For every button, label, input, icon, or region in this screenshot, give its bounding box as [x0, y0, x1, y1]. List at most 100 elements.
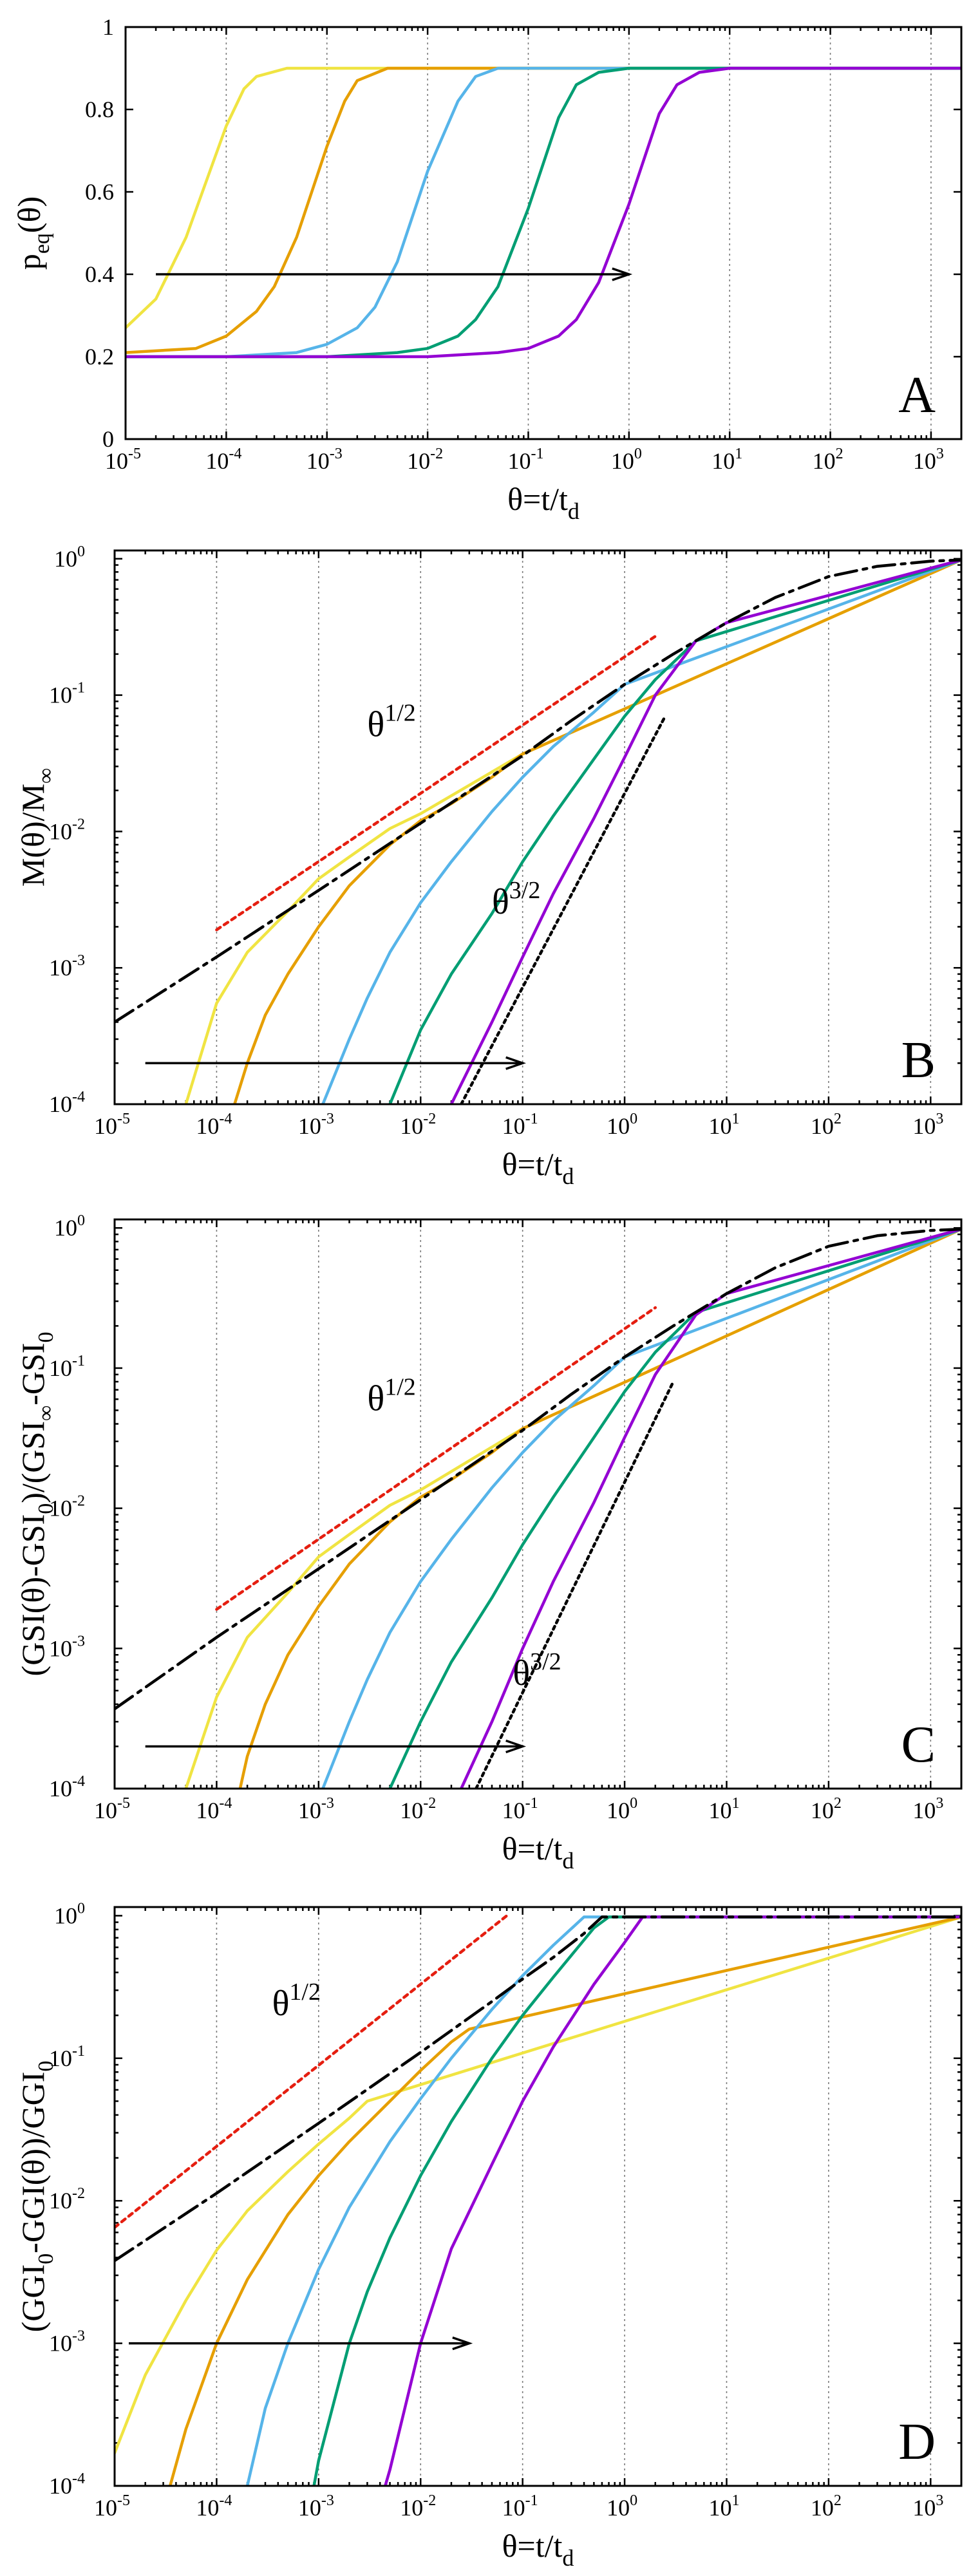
x-tick-label: 10-3	[306, 446, 343, 474]
plot-area	[115, 558, 961, 1104]
plot-frame	[113, 1906, 963, 2487]
x-tick-label: 10-3	[298, 1111, 334, 1139]
y-tick-label: 10-3	[49, 1633, 85, 1661]
power-law-label: θ3/2	[513, 1648, 561, 1693]
y-tick-label: 10-3	[49, 952, 85, 981]
x-tick-label: 100	[607, 1795, 637, 1823]
guide-power-half	[115, 1914, 509, 2229]
power-law-label: θ1/2	[367, 699, 415, 744]
power-law-label: θ1/2	[367, 1373, 415, 1418]
y-tick-label: 10-3	[49, 2328, 85, 2356]
x-tick-label: 101	[708, 1795, 739, 1823]
x-axis-label: θ=t/td	[502, 1146, 574, 1189]
x-tick-label: 10-1	[502, 1795, 538, 1823]
x-tick-label: 10-5	[94, 1111, 130, 1139]
y-tick-label: 10-4	[49, 1773, 85, 1801]
series-yellow	[126, 66, 961, 330]
x-tick-label: 101	[708, 2492, 739, 2521]
x-tick-label: 10-5	[94, 2492, 130, 2521]
y-tick-label: 100	[54, 1212, 85, 1241]
shift-arrow-head	[505, 1056, 527, 1070]
x-tick-label: 102	[811, 1111, 842, 1139]
asymptote-curve	[115, 558, 961, 1024]
series-green	[388, 558, 961, 1104]
y-axis-label: M(θ)/M∞	[15, 768, 58, 887]
y-tick-label: 0.8	[85, 97, 114, 122]
shift-arrow-head	[612, 267, 633, 281]
x-tick-label: 101	[708, 1111, 739, 1139]
series-skyblue	[126, 66, 961, 359]
series-orange	[168, 1915, 961, 2486]
panel-A: 10-5 10-4 10-3 10-2 10-1 100 101 102 103 0 0.2 0.4 0…	[11, 14, 963, 524]
y-axis-label: peq(θ)	[11, 196, 54, 270]
x-tick-label: 103	[913, 446, 944, 474]
y-tick-label: 0.2	[85, 344, 114, 370]
x-tick-label: 102	[811, 1795, 842, 1823]
x-tick-label: 10-4	[196, 2492, 232, 2521]
x-tick-label: 101	[711, 446, 742, 474]
plot-area	[115, 1227, 961, 1789]
panel-B: 10-5 10-4 10-3 10-2 10-1 100 101 102 103 10-4 10-3…	[15, 543, 963, 1189]
x-tick-label: 10-5	[94, 1795, 130, 1823]
x-tick-label: 10-1	[502, 1111, 538, 1139]
series-yellow	[184, 558, 961, 1104]
asymptote-curve	[115, 1227, 961, 1711]
power-law-label: θ1/2	[272, 1979, 321, 2024]
y-tick-label: 10-4	[49, 1089, 85, 1117]
series-green	[388, 1227, 961, 1789]
x-tick-label: 102	[813, 446, 843, 474]
panel-letter: A	[898, 367, 936, 424]
x-tick-label: 10-4	[196, 1111, 232, 1139]
power-law-label: θ3/2	[492, 877, 540, 922]
guide-power-half	[215, 635, 657, 932]
series-green	[126, 66, 961, 359]
x-tick-label: 10-2	[400, 2492, 436, 2521]
plot-frame	[113, 1218, 963, 1790]
x-tick-label: 10-1	[507, 446, 543, 474]
panel-C: 10-5 10-4 10-3 10-2 10-1 100 101 102 103 10-4 10-3…	[15, 1212, 963, 1874]
y-tick-label: 1	[102, 14, 114, 40]
panel-D: 10-5 10-4 10-3 10-2 10-1 100 101 102 103 10-4 10-3…	[15, 1900, 963, 2571]
x-tick-label: 10-3	[298, 2492, 334, 2521]
y-axis-label: (GGI0-GGI(θ))/GGI0	[15, 2061, 58, 2333]
series-purple	[126, 66, 961, 359]
x-tick-label: 100	[611, 446, 642, 474]
panel-letter: B	[901, 1032, 936, 1089]
x-tick-label: 100	[607, 2492, 637, 2521]
x-tick-label: 102	[811, 2492, 842, 2521]
series-yellow	[184, 1227, 961, 1789]
x-tick-label: 10-5	[105, 446, 141, 474]
y-tick-label: 10-4	[49, 2470, 85, 2499]
series-skyblue	[245, 1915, 961, 2486]
shift-arrow-head	[452, 2336, 473, 2351]
x-axis-label: θ=t/td	[502, 2528, 574, 2571]
series-orange	[233, 558, 961, 1104]
x-axis-label: θ=t/td	[507, 481, 580, 524]
x-tick-label: 103	[912, 1111, 943, 1139]
y-axis-label: (GSI(θ)-GSI0)/(GSI∞-GSI0	[15, 1332, 58, 1677]
x-tick-label: 103	[912, 1795, 943, 1823]
asymptote-curve	[115, 1915, 961, 2262]
panel-letter: D	[898, 2414, 936, 2470]
series-purple	[449, 558, 961, 1104]
y-tick-label: 100	[54, 1900, 85, 1928]
series-purple	[460, 1227, 961, 1789]
y-tick-label: 10-1	[49, 2043, 85, 2071]
x-tick-label: 10-2	[400, 1795, 436, 1823]
series-orange	[238, 1227, 961, 1789]
series-green	[312, 1915, 961, 2486]
series-purple	[384, 1915, 961, 2486]
series-orange	[126, 66, 961, 354]
x-tick-label: 103	[912, 2492, 943, 2521]
plot-frame	[113, 549, 963, 1105]
y-tick-label: 10-1	[49, 1353, 85, 1381]
shift-arrow-head	[505, 1739, 527, 1754]
guide-power-half	[215, 1306, 657, 1611]
x-tick-label: 10-3	[298, 1795, 334, 1823]
y-tick-label: 10-2	[49, 2185, 85, 2214]
x-tick-label: 10-2	[407, 446, 443, 474]
series-skyblue	[321, 1227, 961, 1789]
plot-area	[126, 66, 961, 359]
panel-letter: C	[901, 1716, 936, 1773]
